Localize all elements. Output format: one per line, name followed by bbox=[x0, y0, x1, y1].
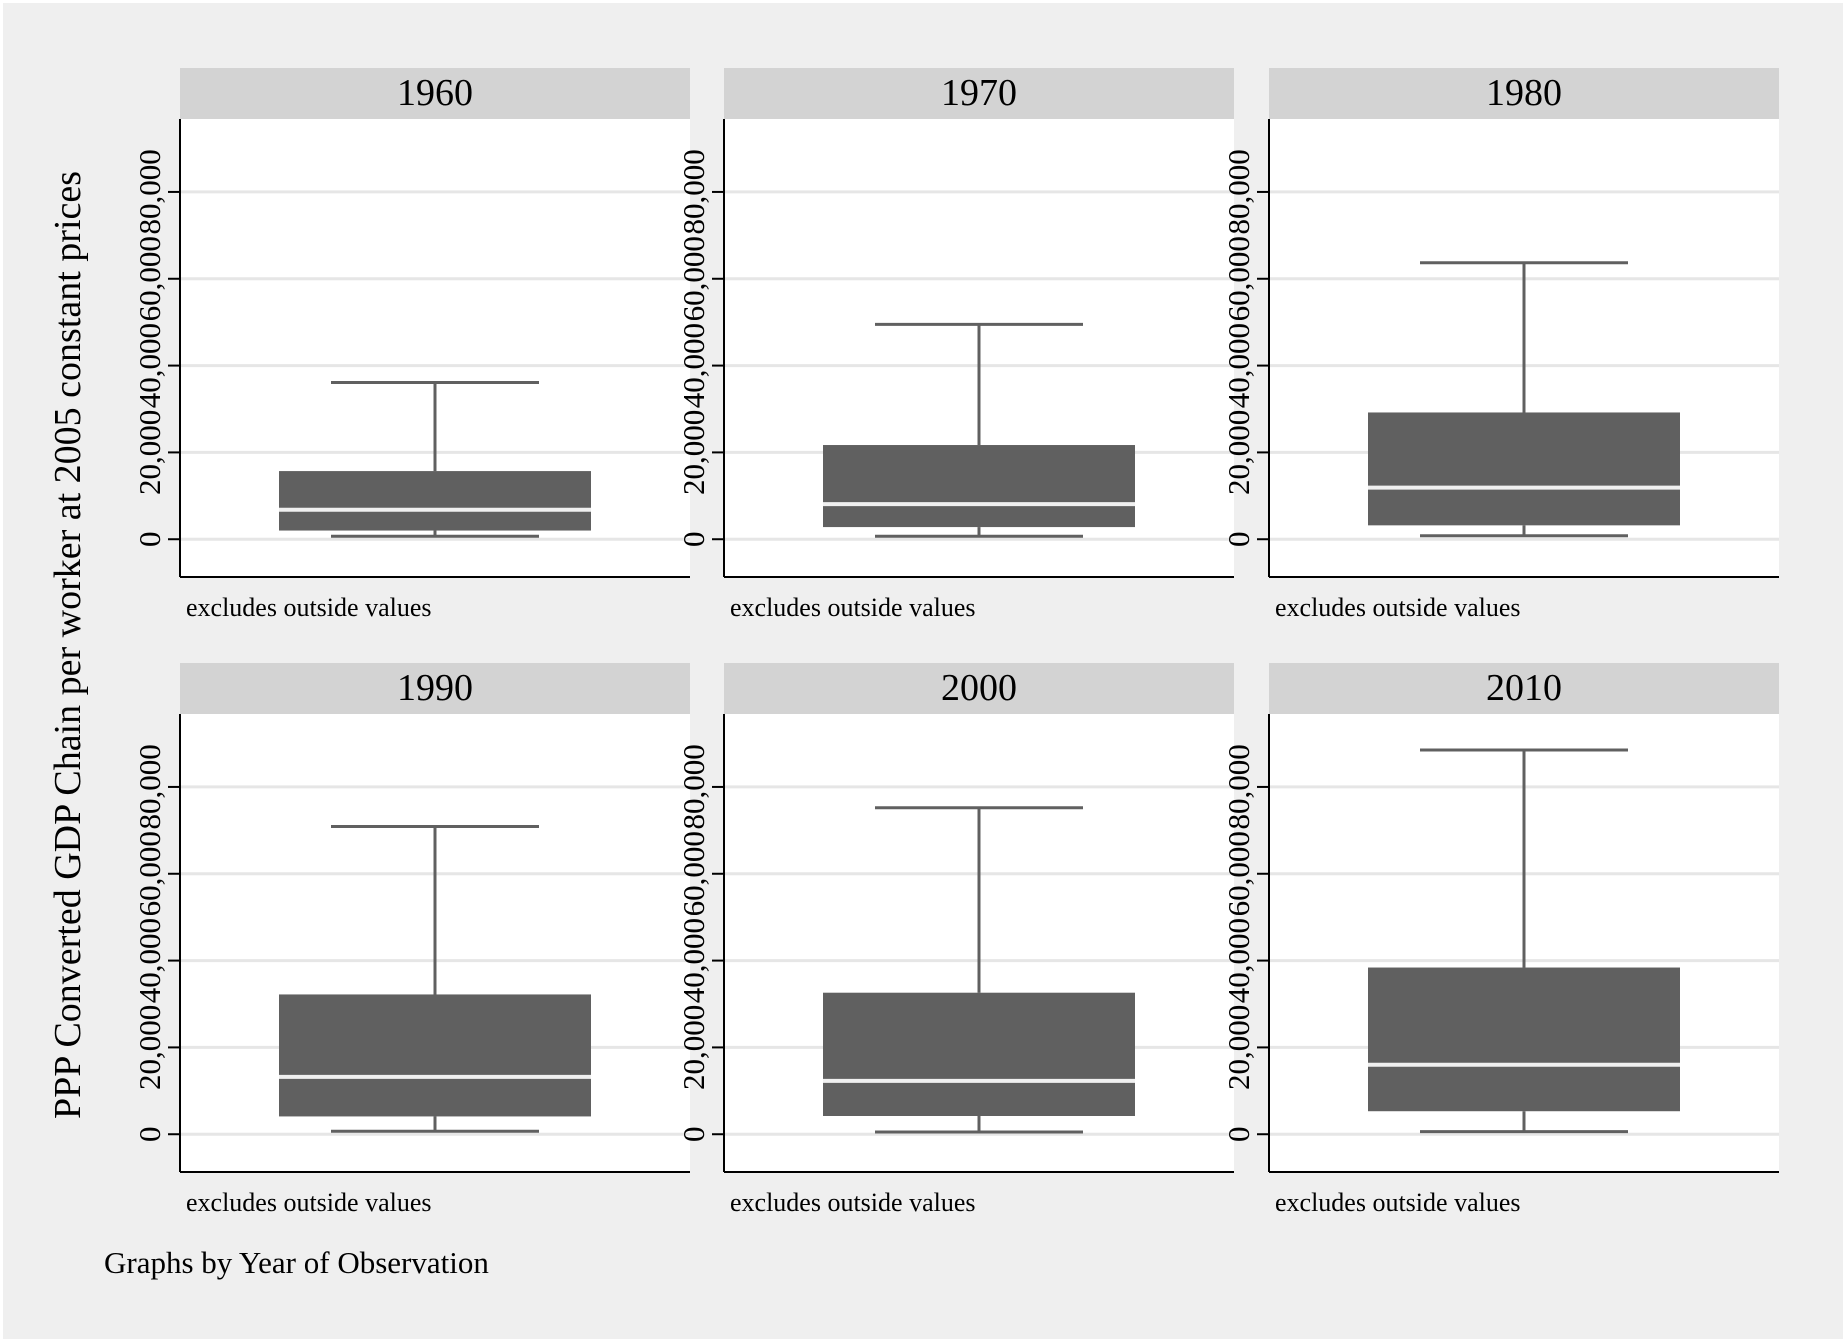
panel-note: excludes outside values bbox=[730, 1188, 976, 1217]
panel-note: excludes outside values bbox=[1275, 593, 1521, 622]
y-axis-title: PPP Converted GDP Chain per worker at 20… bbox=[47, 171, 89, 1119]
graphs-by-note: Graphs by Year of Observation bbox=[104, 1245, 489, 1280]
y-tick-label: 80,000 bbox=[132, 744, 167, 829]
y-tick-label: 0 bbox=[1221, 531, 1256, 547]
y-tick-label: 60,000 bbox=[132, 236, 167, 321]
panel-title: 2010 bbox=[1486, 667, 1562, 709]
panel-header bbox=[1269, 663, 1779, 714]
panel-header bbox=[180, 663, 690, 714]
y-tick-label: 60,000 bbox=[132, 831, 167, 916]
y-tick-label: 40,000 bbox=[132, 918, 167, 1003]
y-tick-label: 0 bbox=[1221, 1126, 1256, 1142]
iqr-box bbox=[1368, 967, 1680, 1112]
y-tick-label: 20,000 bbox=[1221, 1005, 1256, 1090]
y-tick-label: 0 bbox=[676, 1126, 711, 1142]
y-tick-label: 80,000 bbox=[1221, 744, 1256, 829]
panel-note: excludes outside values bbox=[186, 593, 432, 622]
y-tick-label: 40,000 bbox=[676, 323, 711, 408]
iqr-box bbox=[279, 471, 591, 531]
iqr-box bbox=[1368, 412, 1680, 526]
y-tick-label: 80,000 bbox=[1221, 149, 1256, 234]
y-tick-label: 40,000 bbox=[132, 323, 167, 408]
panel-note: excludes outside values bbox=[1275, 1188, 1521, 1217]
y-tick-label: 20,000 bbox=[676, 1005, 711, 1090]
panel-note: excludes outside values bbox=[186, 1188, 432, 1217]
panel-title: 1990 bbox=[397, 667, 473, 709]
panel-header bbox=[180, 68, 690, 119]
y-tick-label: 0 bbox=[676, 531, 711, 547]
panel-header bbox=[1269, 68, 1779, 119]
y-tick-label: 80,000 bbox=[676, 744, 711, 829]
y-tick-label: 40,000 bbox=[676, 918, 711, 1003]
panel-note: excludes outside values bbox=[730, 593, 976, 622]
y-tick-label: 0 bbox=[132, 531, 167, 547]
iqr-box bbox=[823, 992, 1135, 1116]
iqr-box bbox=[279, 994, 591, 1117]
panel-title: 2000 bbox=[941, 667, 1017, 709]
y-tick-label: 20,000 bbox=[1221, 410, 1256, 495]
panel-header bbox=[724, 68, 1234, 119]
panel-title: 1980 bbox=[1486, 72, 1562, 114]
y-tick-label: 60,000 bbox=[676, 831, 711, 916]
y-tick-label: 60,000 bbox=[676, 236, 711, 321]
y-tick-label: 40,000 bbox=[1221, 323, 1256, 408]
y-tick-label: 80,000 bbox=[676, 149, 711, 234]
y-tick-label: 40,000 bbox=[1221, 918, 1256, 1003]
y-tick-label: 20,000 bbox=[132, 1005, 167, 1090]
y-tick-label: 60,000 bbox=[1221, 236, 1256, 321]
panel-title: 1960 bbox=[397, 72, 473, 114]
y-tick-label: 80,000 bbox=[132, 149, 167, 234]
panel-title: 1970 bbox=[941, 72, 1017, 114]
y-tick-label: 20,000 bbox=[132, 410, 167, 495]
iqr-box bbox=[823, 445, 1135, 528]
y-tick-label: 60,000 bbox=[1221, 831, 1256, 916]
y-tick-label: 0 bbox=[132, 1126, 167, 1142]
y-tick-label: 20,000 bbox=[676, 410, 711, 495]
panel-header bbox=[724, 663, 1234, 714]
